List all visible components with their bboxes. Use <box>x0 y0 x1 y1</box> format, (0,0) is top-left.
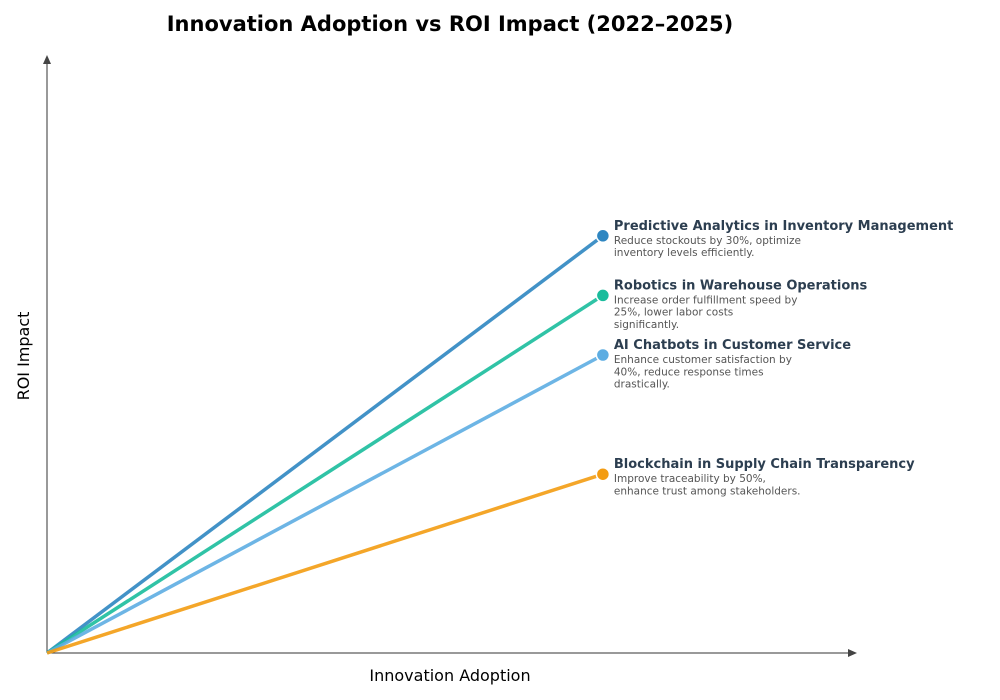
series-line-3 <box>46 472 604 655</box>
series-endpoint-2 <box>595 347 611 363</box>
series-line-1 <box>46 293 604 655</box>
annotation-title-1: Robotics in Warehouse Operations <box>614 278 868 293</box>
series-line-2 <box>46 353 604 655</box>
series-endpoint-3 <box>595 466 611 482</box>
annotation-description-1: significantly. <box>614 319 679 331</box>
annotation-description-2: Enhance customer satisfaction by <box>614 354 792 366</box>
x-axis-arrow-icon <box>848 649 857 657</box>
annotation-description-1: Increase order fulfillment speed by <box>614 294 798 306</box>
annotation-description-3: Improve traceability by 50%, <box>614 473 766 485</box>
annotation-description-0: Reduce stockouts by 30%, optimize <box>614 235 801 247</box>
annotation-description-2: 40%, reduce response times <box>614 366 764 378</box>
annotation-title-0: Predictive Analytics in Inventory Manage… <box>614 219 954 234</box>
x-axis-label: Innovation Adoption <box>369 666 530 685</box>
chart-title: Innovation Adoption vs ROI Impact (2022–… <box>167 12 734 36</box>
annotation-description-3: enhance trust among stakeholders. <box>614 486 801 498</box>
annotation-description-1: 25%, lower labor costs <box>614 307 733 319</box>
y-axis-arrow-icon <box>43 55 51 64</box>
annotation-description-0: inventory levels efficiently. <box>614 247 755 259</box>
series-endpoint-0 <box>595 228 611 244</box>
y-axis-label: ROI Impact <box>14 312 33 401</box>
series-endpoint-1 <box>595 288 611 303</box>
annotation-description-2: drastically. <box>614 379 670 391</box>
annotation-title-2: AI Chatbots in Customer Service <box>614 338 851 353</box>
series-line-0 <box>45 234 604 655</box>
annotation-title-3: Blockchain in Supply Chain Transparency <box>614 457 915 472</box>
